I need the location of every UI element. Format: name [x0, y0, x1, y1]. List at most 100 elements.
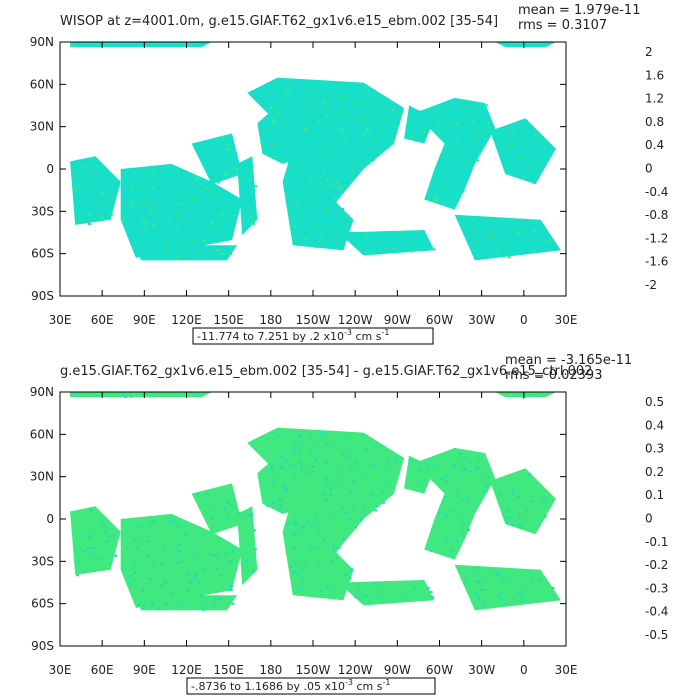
ocean-speckle: [350, 169, 354, 172]
ocean-speckle: [299, 461, 303, 464]
y-tick-label: 30S: [31, 554, 54, 568]
ocean-speckle: [357, 103, 361, 106]
ocean-speckle: [73, 161, 77, 163]
ocean-speckle: [323, 144, 327, 147]
ocean-speckle: [455, 540, 459, 542]
ocean-speckle: [263, 127, 267, 130]
ocean-speckle: [289, 212, 293, 215]
ocean-speckle: [381, 490, 385, 493]
ocean-speckle: [485, 104, 488, 107]
ocean-speckle: [311, 208, 315, 211]
ocean-region: [495, 392, 556, 398]
x-tick-label: 120E: [171, 663, 202, 677]
ocean-speckle: [363, 508, 367, 511]
ocean-speckle: [141, 220, 145, 223]
ocean-speckle: [107, 536, 111, 539]
ocean-region: [70, 42, 212, 48]
ocean-speckle: [354, 526, 357, 529]
ocean-speckle: [334, 109, 338, 112]
ocean-speckle: [92, 181, 96, 184]
ocean-speckle: [143, 229, 147, 232]
ocean-speckle: [220, 253, 224, 255]
ocean-speckle: [337, 547, 341, 549]
ocean-speckle: [440, 478, 444, 480]
ocean-speckle: [541, 500, 545, 503]
colorbar-label: -2: [645, 278, 657, 292]
ocean-speckle: [470, 105, 474, 108]
ocean-speckle: [136, 245, 140, 248]
ocean-speckle: [326, 585, 330, 588]
panel-bottom-map: [70, 392, 561, 611]
ocean-speckle: [416, 110, 420, 113]
ocean-speckle: [443, 495, 447, 498]
ocean-speckle: [350, 468, 354, 471]
ocean-speckle: [298, 452, 302, 455]
ocean-speckle: [229, 253, 233, 255]
ocean-speckle: [229, 560, 233, 563]
ocean-speckle: [138, 183, 142, 186]
ocean-speckle: [413, 586, 417, 589]
ocean-speckle: [241, 178, 245, 181]
ocean-speckle: [175, 214, 179, 217]
colorbar-label: 1.6: [645, 68, 664, 82]
ocean-region: [191, 133, 243, 185]
ocean-speckle: [455, 137, 459, 139]
ocean-speckle: [325, 484, 329, 487]
ocean-speckle: [432, 248, 436, 251]
ocean-speckle: [133, 571, 137, 574]
ocean-speckle: [539, 578, 543, 581]
ocean-speckle: [135, 546, 139, 549]
ocean-speckle: [91, 569, 95, 572]
ocean-speckle: [89, 509, 93, 512]
ocean-speckle: [290, 532, 294, 535]
ocean-speckle: [478, 580, 481, 583]
ocean-speckle: [225, 515, 229, 518]
ocean-speckle: [177, 253, 181, 256]
ocean-speckle: [326, 156, 330, 159]
ocean-speckle: [215, 211, 218, 214]
ocean-speckle: [201, 608, 205, 611]
ocean-speckle: [223, 507, 227, 510]
ocean-speckle: [462, 105, 466, 108]
ocean-speckle: [129, 204, 133, 207]
ocean-speckle: [334, 199, 338, 202]
ocean-speckle: [372, 158, 376, 161]
colorbar-label: -0.4: [645, 605, 668, 619]
ocean-speckle: [314, 459, 318, 461]
ocean-speckle: [316, 531, 320, 534]
colorbar-label: 0.4: [645, 138, 664, 152]
ocean-speckle: [284, 489, 288, 492]
ocean-region: [490, 468, 556, 535]
ocean-speckle: [466, 497, 469, 500]
ocean-speckle: [185, 205, 189, 207]
panel-top-footer-box: [192, 327, 434, 345]
ocean-speckle: [377, 252, 381, 255]
ocean-speckle: [103, 530, 107, 533]
ocean-speckle: [144, 393, 148, 396]
ocean-speckle: [460, 499, 464, 501]
ocean-speckle: [318, 182, 321, 184]
ocean-speckle: [521, 600, 524, 603]
ocean-speckle: [519, 525, 523, 528]
ocean-speckle: [306, 520, 310, 523]
ocean-speckle: [445, 539, 449, 542]
ocean-speckle: [390, 140, 394, 143]
ocean-speckle: [476, 580, 479, 583]
ocean-speckle: [149, 209, 153, 212]
ocean-speckle: [519, 595, 523, 598]
ocean-speckle: [286, 89, 290, 92]
ocean-speckle: [326, 207, 330, 210]
ocean-speckle: [474, 468, 478, 471]
ocean-speckle: [321, 234, 324, 237]
ocean-speckle: [148, 198, 151, 201]
ocean-speckle: [226, 588, 230, 591]
ocean-speckle: [286, 180, 290, 183]
ocean-speckle: [476, 258, 480, 260]
ocean-speckle: [367, 600, 371, 603]
y-tick-label: 60N: [30, 427, 54, 441]
ocean-speckle: [348, 577, 352, 580]
x-tick-label: 120W: [338, 313, 373, 327]
ocean-speckle: [122, 393, 126, 395]
ocean-speckle: [127, 582, 131, 585]
y-tick-label: 90N: [30, 385, 54, 399]
